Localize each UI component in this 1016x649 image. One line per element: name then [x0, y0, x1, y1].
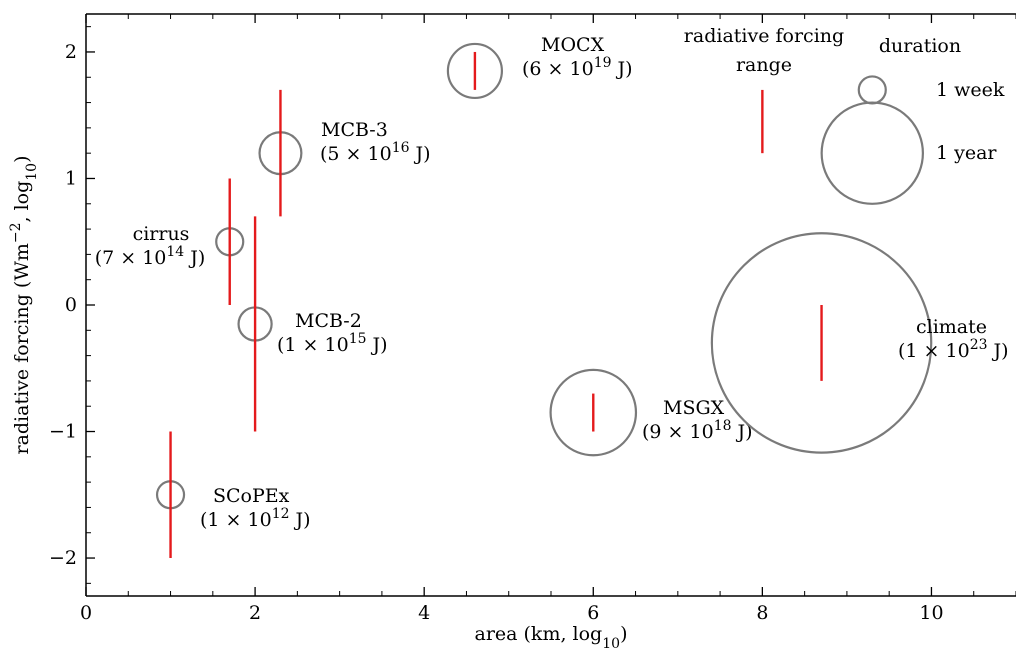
- experiment-energy-mcb-2: (1 × 1015 J): [277, 331, 388, 356]
- experiment-energy-scopex: (1 × 1012 J): [200, 506, 311, 531]
- legend-duration-label: 1 week: [936, 79, 1005, 101]
- x-tick-label: 6: [587, 602, 599, 624]
- experiment-label-scopex: SCoPEx: [213, 485, 290, 507]
- experiment-energy-mcb-3: (5 × 1016 J): [320, 140, 431, 165]
- y-tick-label: 1: [65, 167, 77, 189]
- experiment-label-mcb-3: MCB-3: [321, 119, 388, 141]
- x-tick-label: 8: [756, 602, 768, 624]
- experiment-energy-msgx: (9 × 1018 J): [642, 418, 753, 443]
- experiment-label-mcb-2: MCB-2: [295, 310, 362, 332]
- y-tick-label: −2: [49, 547, 77, 569]
- y-axis-label: radiative forcing (Wm−2, log10): [8, 155, 40, 454]
- x-tick-label: 0: [80, 602, 92, 624]
- legend-range-title-line2: range: [736, 54, 792, 76]
- experiment-label-msgx: MSGX: [663, 397, 725, 419]
- experiment-energy-mocx: (6 × 1019 J): [522, 55, 633, 80]
- legend-duration-circle: [857, 75, 887, 105]
- y-tick-label: −1: [49, 421, 77, 443]
- legend-duration-circle: [820, 101, 924, 205]
- experiment-circle-mocx: [446, 42, 504, 100]
- plot-area: 0 2 4 6 8 10 −2 −1 0 1 2 area (km, log10) radiative …: [8, 13, 1016, 649]
- legend-duration-label: 1 year: [936, 142, 997, 164]
- experiment-circle-climate: [710, 232, 933, 454]
- experiment-energy-climate: (1 × 1023 J): [898, 337, 1009, 362]
- x-tick-label: 2: [249, 602, 261, 624]
- experiment-energy-cirrus: (7 × 1014 J): [95, 244, 206, 269]
- experiment-label-climate: climate: [916, 316, 987, 338]
- y-tick-label: 2: [65, 41, 77, 63]
- experiment-label-mocx: MOCX: [541, 34, 605, 56]
- experiment-label-cirrus: cirrus: [133, 223, 190, 245]
- x-tick-label: 10: [919, 602, 943, 624]
- x-axis-label: area (km, log10): [475, 623, 628, 649]
- experiment-circle-msgx: [549, 368, 638, 457]
- legend-range-title-line1: radiative forcing: [684, 25, 844, 47]
- legend-duration-title: duration: [879, 35, 961, 57]
- y-tick-label: 0: [65, 294, 77, 316]
- x-tick-label: 4: [418, 602, 430, 624]
